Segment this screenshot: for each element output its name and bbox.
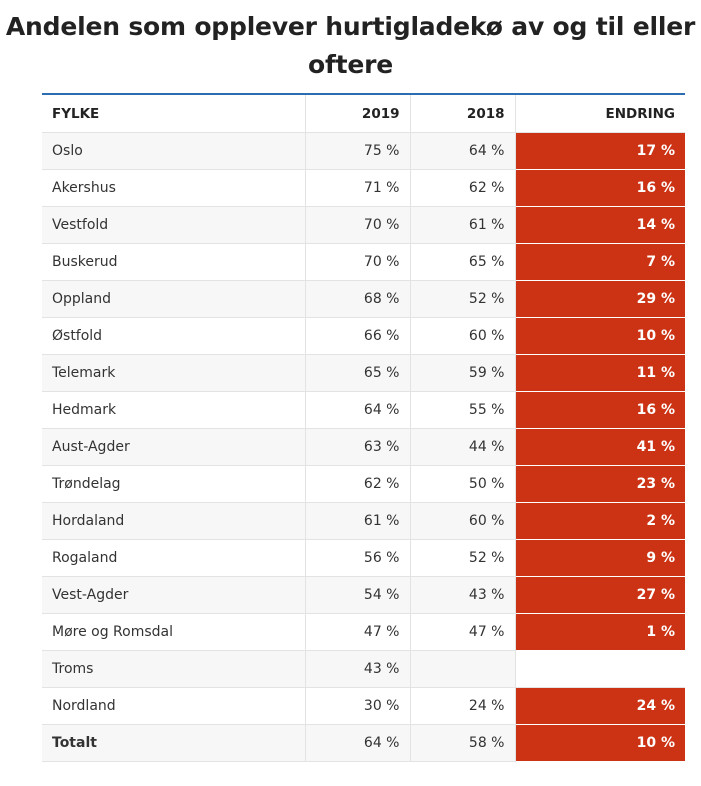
value-2019-cell: 61 % xyxy=(304,502,410,540)
data-table-container: FYLKE 2019 2018 ENDRING Oslo 75 % 64 % 17 %… xyxy=(42,93,685,762)
column-header-2018: 2018 xyxy=(409,94,516,133)
value-2018-cell: 61 % xyxy=(409,206,516,244)
data-table: FYLKE 2019 2018 ENDRING Oslo 75 % 64 % 17 %… xyxy=(42,93,685,762)
fylke-cell: Hedmark xyxy=(42,391,305,429)
table-row: Telemark 65 % 59 % 11 % xyxy=(42,354,685,392)
table-row: Troms 43 % xyxy=(42,650,685,688)
value-2019-cell: 70 % xyxy=(304,243,410,281)
value-2018-cell xyxy=(409,650,516,688)
endring-cell: 7 % xyxy=(515,243,685,281)
endring-cell: 16 % xyxy=(515,169,685,207)
value-2018-cell: 44 % xyxy=(409,428,516,466)
header-row: FYLKE 2019 2018 ENDRING xyxy=(42,94,685,133)
endring-cell: 17 % xyxy=(515,132,685,170)
value-2019-cell: 64 % xyxy=(304,724,410,762)
fylke-cell: Østfold xyxy=(42,317,305,355)
value-2019-cell: 54 % xyxy=(304,576,410,614)
fylke-cell: Telemark xyxy=(42,354,305,392)
fylke-cell: Vestfold xyxy=(42,206,305,244)
fylke-cell: Oslo xyxy=(42,132,305,170)
table-row: Vest-Agder 54 % 43 % 27 % xyxy=(42,576,685,614)
fylke-cell: Rogaland xyxy=(42,539,305,577)
endring-cell: 10 % xyxy=(515,317,685,355)
value-2018-cell: 55 % xyxy=(409,391,516,429)
fylke-cell: Vest-Agder xyxy=(42,576,305,614)
table-row: Aust-Agder 63 % 44 % 41 % xyxy=(42,428,685,466)
fylke-cell: Møre og Romsdal xyxy=(42,613,305,651)
endring-cell: 10 % xyxy=(515,724,685,762)
value-2019-cell: 71 % xyxy=(304,169,410,207)
endring-cell: 23 % xyxy=(515,465,685,503)
value-2019-cell: 43 % xyxy=(304,650,410,688)
endring-cell: 41 % xyxy=(515,428,685,466)
table-row: Buskerud 70 % 65 % 7 % xyxy=(42,243,685,281)
endring-cell: 27 % xyxy=(515,576,685,614)
fylke-cell: Aust-Agder xyxy=(42,428,305,466)
table-row: Møre og Romsdal 47 % 47 % 1 % xyxy=(42,613,685,651)
table-row: Trøndelag 62 % 50 % 23 % xyxy=(42,465,685,503)
endring-cell: 24 % xyxy=(515,687,685,725)
column-header-2019: 2019 xyxy=(304,94,410,133)
column-header-fylke: FYLKE xyxy=(42,94,305,133)
value-2018-cell: 59 % xyxy=(409,354,516,392)
value-2019-cell: 47 % xyxy=(304,613,410,651)
endring-cell: 9 % xyxy=(515,539,685,577)
value-2019-cell: 62 % xyxy=(304,465,410,503)
fylke-cell: Oppland xyxy=(42,280,305,318)
value-2019-cell: 70 % xyxy=(304,206,410,244)
value-2018-cell: 47 % xyxy=(409,613,516,651)
endring-cell: 11 % xyxy=(515,354,685,392)
table-row: Hedmark 64 % 55 % 16 % xyxy=(42,391,685,429)
endring-cell xyxy=(515,650,685,688)
fylke-cell: Hordaland xyxy=(42,502,305,540)
value-2018-cell: 60 % xyxy=(409,502,516,540)
value-2018-cell: 50 % xyxy=(409,465,516,503)
value-2018-cell: 60 % xyxy=(409,317,516,355)
value-2019-cell: 66 % xyxy=(304,317,410,355)
column-header-endring: ENDRING xyxy=(515,94,685,133)
chart-title: Andelen som opplever hurtigladekø av og … xyxy=(5,12,696,79)
table-row: Akershus 71 % 62 % 16 % xyxy=(42,169,685,207)
value-2018-cell: 58 % xyxy=(409,724,516,762)
endring-cell: 1 % xyxy=(515,613,685,651)
value-2018-cell: 65 % xyxy=(409,243,516,281)
fylke-cell: Trøndelag xyxy=(42,465,305,503)
value-2018-cell: 52 % xyxy=(409,280,516,318)
fylke-cell: Buskerud xyxy=(42,243,305,281)
table-row: Oslo 75 % 64 % 17 % xyxy=(42,132,685,170)
endring-cell: 14 % xyxy=(515,206,685,244)
table-row: Nordland 30 % 24 % 24 % xyxy=(42,687,685,725)
value-2019-cell: 64 % xyxy=(304,391,410,429)
endring-cell: 29 % xyxy=(515,280,685,318)
value-2019-cell: 30 % xyxy=(304,687,410,725)
value-2018-cell: 24 % xyxy=(409,687,516,725)
value-2018-cell: 62 % xyxy=(409,169,516,207)
value-2018-cell: 43 % xyxy=(409,576,516,614)
fylke-cell: Troms xyxy=(42,650,305,688)
endring-cell: 2 % xyxy=(515,502,685,540)
endring-cell: 16 % xyxy=(515,391,685,429)
value-2019-cell: 56 % xyxy=(304,539,410,577)
value-2019-cell: 75 % xyxy=(304,132,410,170)
value-2019-cell: 68 % xyxy=(304,280,410,318)
total-row: Totalt 64 % 58 % 10 % xyxy=(42,724,685,762)
fylke-cell: Nordland xyxy=(42,687,305,725)
table-row: Hordaland 61 % 60 % 2 % xyxy=(42,502,685,540)
value-2018-cell: 64 % xyxy=(409,132,516,170)
table-row: Oppland 68 % 52 % 29 % xyxy=(42,280,685,318)
table-row: Rogaland 56 % 52 % 9 % xyxy=(42,539,685,577)
fylke-cell: Akershus xyxy=(42,169,305,207)
value-2018-cell: 52 % xyxy=(409,539,516,577)
table-row: Vestfold 70 % 61 % 14 % xyxy=(42,206,685,244)
value-2019-cell: 65 % xyxy=(304,354,410,392)
value-2019-cell: 63 % xyxy=(304,428,410,466)
total-label-cell: Totalt xyxy=(42,724,305,762)
table-row: Østfold 66 % 60 % 10 % xyxy=(42,317,685,355)
table-body: Oslo 75 % 64 % 17 % Akershus 71 % 62 % 16 % Vest… xyxy=(42,132,685,762)
